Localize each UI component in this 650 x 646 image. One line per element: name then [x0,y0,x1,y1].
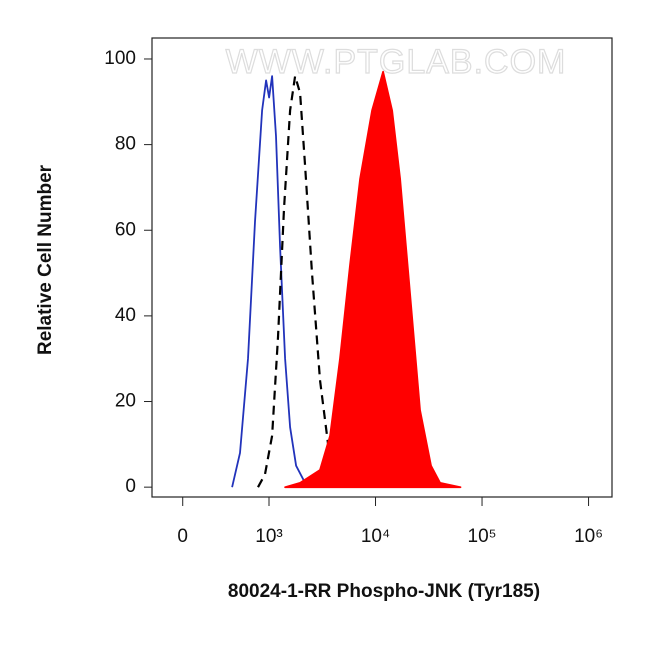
x-tick-label: 10³ [255,526,282,547]
y-tick-label: 0 [125,476,136,497]
x-tick-label: 10⁵ [468,526,497,547]
plot-frame [151,37,613,498]
y-axis-label: Relative Cell Number [35,164,56,355]
histogram-area [284,70,462,489]
y-tick-label: 20 [115,391,136,412]
histogram-line [231,75,316,489]
watermark: WWW.PTGLAB.COM [226,43,567,81]
histogram-line [257,75,347,488]
x-axis-label: 80024-1-RR Phospho-JNK (Tyr185) [228,581,540,602]
y-tick-label: 40 [115,305,136,326]
y-tick-label: 80 [115,134,136,155]
y-tick-label: 100 [104,48,136,69]
x-tick-label: 0 [177,526,188,547]
x-tick-label: 10⁴ [361,526,390,547]
y-tick-label: 60 [115,219,136,240]
x-tick-label: 10⁶ [574,526,603,547]
